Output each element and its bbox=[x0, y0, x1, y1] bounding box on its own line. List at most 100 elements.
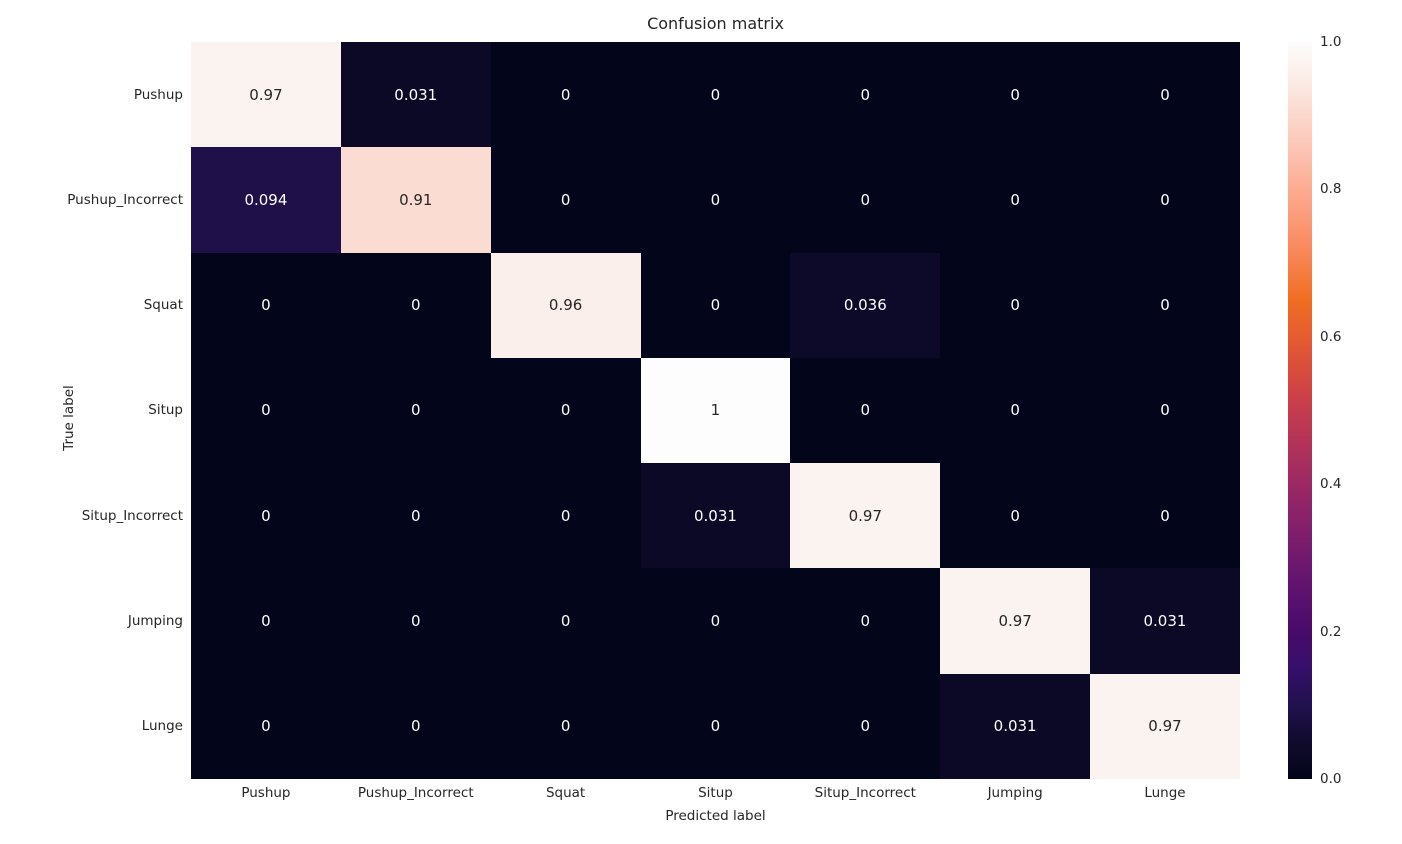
heatmap-cell: 0 bbox=[790, 568, 940, 673]
cell-value: 0 bbox=[711, 296, 721, 314]
y-tick-label: Pushup bbox=[134, 42, 191, 147]
heatmap-cell: 0 bbox=[491, 463, 641, 568]
cell-value: 0.91 bbox=[399, 191, 432, 209]
cell-value: 0.96 bbox=[549, 296, 582, 314]
heatmap-row: 0.094 0.91 0 0 0 0 0 bbox=[191, 147, 1240, 252]
heatmap-cell: 0 bbox=[341, 358, 491, 463]
y-axis: PushupPushup_IncorrectSquatSitupSitup_In… bbox=[0, 42, 191, 779]
x-tick-label: Squat bbox=[491, 779, 641, 801]
cell-value: 0.094 bbox=[244, 191, 287, 209]
y-tick-label: Lunge bbox=[142, 674, 191, 779]
cell-value: 0 bbox=[711, 717, 721, 735]
heatmap-grid: 0.970.031000000.0940.9100000000.9600.036… bbox=[191, 42, 1240, 779]
heatmap-cell: 0 bbox=[191, 674, 341, 779]
x-tick-label: Situp bbox=[641, 779, 791, 801]
cell-value: 1 bbox=[711, 401, 721, 419]
heatmap-cell: 0.031 bbox=[940, 674, 1090, 779]
heatmap-cell: 0 bbox=[790, 42, 940, 147]
cell-value: 0.031 bbox=[1144, 612, 1187, 630]
heatmap-cell: 0 bbox=[641, 42, 791, 147]
cell-value: 0 bbox=[561, 191, 571, 209]
heatmap-cell: 0 bbox=[341, 568, 491, 673]
x-axis: PushupPushup_IncorrectSquatSitupSitup_In… bbox=[191, 779, 1240, 801]
cell-value: 0 bbox=[1160, 191, 1170, 209]
heatmap-cell: 0 bbox=[491, 42, 641, 147]
cell-value: 0 bbox=[561, 401, 571, 419]
cell-value: 0 bbox=[411, 612, 421, 630]
heatmap-cell: 0.094 bbox=[191, 147, 341, 252]
chart-title: Confusion matrix bbox=[191, 14, 1240, 33]
heatmap-cell: 0 bbox=[641, 253, 791, 358]
cell-value: 0 bbox=[261, 401, 271, 419]
heatmap-row: 0000.0310.9700 bbox=[191, 463, 1240, 568]
heatmap-cell: 0.97 bbox=[790, 463, 940, 568]
heatmap-cell: 0 bbox=[790, 674, 940, 779]
heatmap-cell: 0 bbox=[790, 147, 940, 252]
heatmap-cell: 0 bbox=[1090, 42, 1240, 147]
heatmap-cell: 0 bbox=[191, 358, 341, 463]
cell-value: 0 bbox=[861, 191, 871, 209]
heatmap-cell: 0 bbox=[341, 463, 491, 568]
y-tick-label: Situp bbox=[148, 358, 191, 463]
cell-value: 0 bbox=[861, 612, 871, 630]
heatmap-cell: 0 bbox=[940, 358, 1090, 463]
cell-value: 0.031 bbox=[394, 86, 437, 104]
heatmap-cell: 0 bbox=[491, 358, 641, 463]
heatmap-cell: 0.97 bbox=[191, 42, 341, 147]
heatmap-row: 000.9600.03600 bbox=[191, 253, 1240, 358]
cell-value: 0 bbox=[261, 717, 271, 735]
y-tick-label: Squat bbox=[144, 253, 191, 358]
cell-value: 0 bbox=[1010, 507, 1020, 525]
cell-value: 0.97 bbox=[998, 612, 1031, 630]
heatmap-cell: 0 bbox=[641, 568, 791, 673]
x-tick-label: Pushup_Incorrect bbox=[341, 779, 491, 801]
heatmap-cell: 0 bbox=[790, 358, 940, 463]
cell-value: 0 bbox=[561, 612, 571, 630]
heatmap-cell: 0 bbox=[1090, 358, 1240, 463]
heatmap-cell: 0.91 bbox=[341, 147, 491, 252]
cell-value: 0 bbox=[711, 612, 721, 630]
cell-value: 0.97 bbox=[249, 86, 282, 104]
x-tick-label: Situp_Incorrect bbox=[790, 779, 940, 801]
cell-value: 0 bbox=[861, 86, 871, 104]
heatmap-cell: 0 bbox=[341, 253, 491, 358]
heatmap-cell: 0 bbox=[341, 674, 491, 779]
heatmap-cell: 0 bbox=[491, 568, 641, 673]
x-tick-label: Jumping bbox=[940, 779, 1090, 801]
cell-value: 0 bbox=[561, 507, 571, 525]
cell-value: 0 bbox=[1160, 507, 1170, 525]
heatmap-cell: 0 bbox=[940, 147, 1090, 252]
x-tick-label: Lunge bbox=[1090, 779, 1240, 801]
cell-value: 0 bbox=[1160, 296, 1170, 314]
heatmap-cell: 0.96 bbox=[491, 253, 641, 358]
cell-value: 0 bbox=[411, 401, 421, 419]
heatmap-cell: 0.031 bbox=[1090, 568, 1240, 673]
cell-value: 0 bbox=[861, 717, 871, 735]
heatmap-cell: 0 bbox=[191, 568, 341, 673]
cell-value: 0 bbox=[1010, 401, 1020, 419]
heatmap-cell: 0 bbox=[491, 674, 641, 779]
colorbar: 0.00.20.40.60.81.0 bbox=[1288, 42, 1372, 779]
heatmap-cell: 0.97 bbox=[940, 568, 1090, 673]
colorbar-gradient bbox=[1288, 42, 1312, 779]
cell-value: 0 bbox=[561, 86, 571, 104]
heatmap-cell: 0 bbox=[940, 463, 1090, 568]
x-tick-label: Pushup bbox=[191, 779, 341, 801]
cell-value: 0 bbox=[711, 191, 721, 209]
heatmap-cell: 0.036 bbox=[790, 253, 940, 358]
heatmap-cell: 0 bbox=[641, 674, 791, 779]
cell-value: 0.031 bbox=[994, 717, 1037, 735]
colorbar-ticks: 0.00.20.40.60.81.0 bbox=[1320, 42, 1341, 779]
cell-value: 0.031 bbox=[694, 507, 737, 525]
cell-value: 0 bbox=[1160, 86, 1170, 104]
heatmap-cell: 1 bbox=[641, 358, 791, 463]
heatmap-cell: 0 bbox=[1090, 147, 1240, 252]
cell-value: 0 bbox=[561, 717, 571, 735]
cell-value: 0 bbox=[1160, 401, 1170, 419]
cell-value: 0 bbox=[1010, 86, 1020, 104]
heatmap-cell: 0.031 bbox=[641, 463, 791, 568]
heatmap-cell: 0 bbox=[491, 147, 641, 252]
heatmap-cell: 0 bbox=[1090, 253, 1240, 358]
cell-value: 0 bbox=[1010, 191, 1020, 209]
x-axis-label: Predicted label bbox=[191, 808, 1240, 824]
